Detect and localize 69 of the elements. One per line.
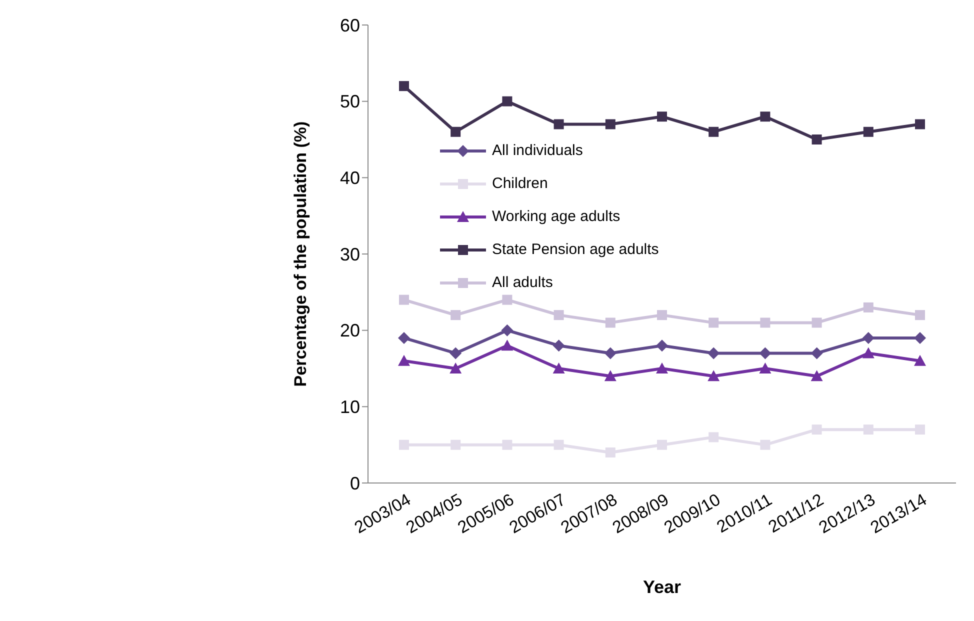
point	[862, 347, 874, 358]
point	[863, 424, 874, 435]
point	[604, 370, 616, 382]
point	[656, 362, 668, 374]
point	[812, 318, 822, 328]
point	[760, 440, 770, 450]
point	[501, 324, 514, 336]
point	[554, 119, 564, 130]
point	[708, 347, 720, 360]
y-axis-title: Percentage of the population (%)	[291, 121, 310, 387]
point	[863, 302, 874, 312]
point	[810, 347, 823, 360]
point	[552, 362, 565, 374]
x-axis-title: Year	[642, 577, 682, 597]
point	[501, 340, 514, 351]
point	[812, 134, 822, 144]
point	[812, 424, 822, 435]
point	[760, 112, 770, 122]
point	[450, 310, 461, 320]
y-tick-label: 30	[340, 244, 360, 264]
point	[399, 440, 409, 450]
legend-label: Working age adults	[492, 206, 620, 226]
point	[398, 332, 410, 344]
point	[450, 362, 462, 374]
point	[399, 81, 409, 92]
point	[605, 318, 616, 328]
point	[759, 362, 772, 374]
y-tick-label: 10	[340, 397, 360, 418]
point	[604, 347, 616, 360]
point	[915, 310, 925, 320]
point	[450, 347, 462, 360]
point	[708, 126, 719, 137]
point	[552, 340, 565, 352]
point	[862, 332, 874, 344]
legend-label: Children	[492, 174, 548, 194]
point	[398, 354, 410, 366]
point	[915, 424, 925, 435]
point	[914, 354, 926, 366]
point	[399, 294, 409, 305]
point	[759, 347, 772, 360]
point	[760, 318, 770, 328]
point	[605, 447, 616, 458]
point	[502, 294, 512, 305]
point	[657, 310, 667, 320]
point	[914, 332, 926, 344]
y-tick-label: 0	[350, 473, 360, 494]
legend-label: All adults	[492, 272, 553, 292]
point	[657, 440, 667, 450]
point	[502, 96, 512, 106]
point	[708, 318, 719, 328]
point	[605, 119, 616, 130]
point	[656, 340, 668, 352]
point	[450, 126, 461, 137]
legend-label: All individuals	[492, 140, 583, 160]
point	[657, 112, 667, 122]
point	[554, 440, 564, 450]
point	[708, 370, 720, 382]
legend-label: State Pension age adults	[492, 240, 659, 260]
y-tick-label: 60	[340, 15, 360, 36]
point	[502, 440, 512, 450]
y-tick-label: 20	[340, 320, 360, 341]
point	[810, 370, 823, 382]
point	[915, 119, 925, 130]
point	[863, 126, 874, 137]
y-tick-label: 40	[340, 168, 360, 188]
point	[450, 440, 461, 450]
point	[554, 310, 564, 320]
y-tick-label: 50	[340, 92, 360, 112]
point	[708, 432, 719, 442]
